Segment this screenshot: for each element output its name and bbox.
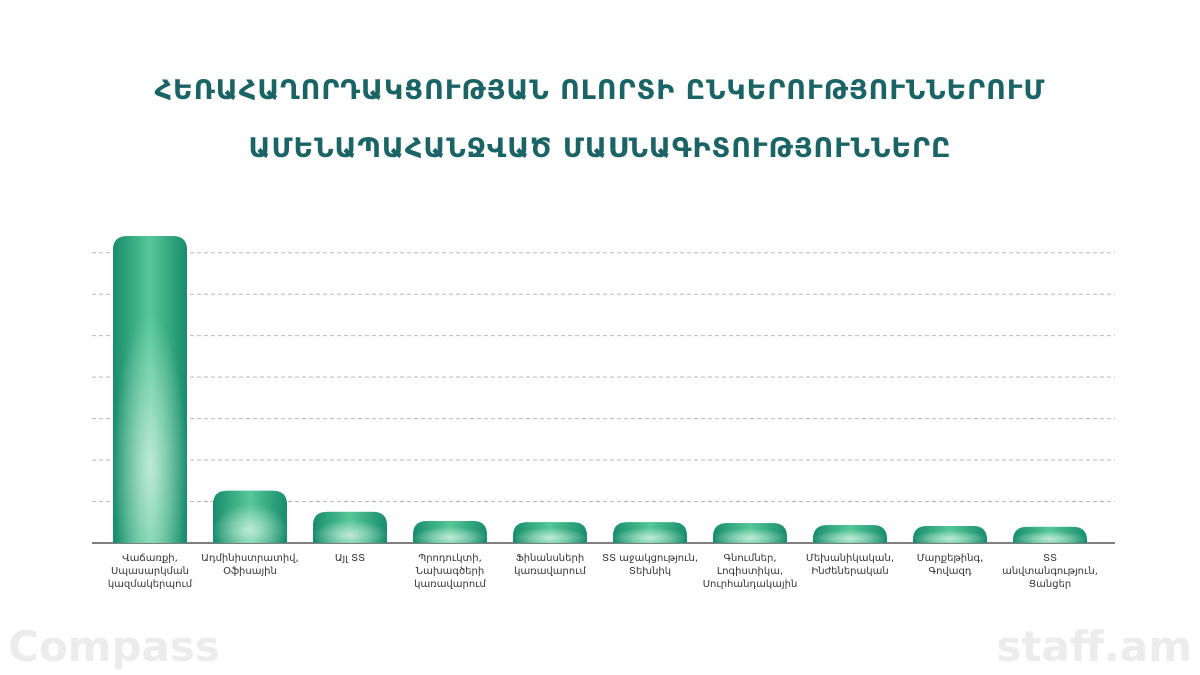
x-tick-label: ՏՏ անվտանգություն, Ցանցեր: [1002, 553, 1098, 590]
bar-glow: [813, 525, 887, 543]
bar-glow: [1013, 526, 1087, 543]
bar-glow: [613, 522, 687, 543]
x-tick-label: Գնումներ, Լոգիստիկա, Սուրհանդակային: [702, 553, 798, 590]
bar-glow: [513, 522, 587, 543]
x-tick-label: ՏՏ աջակցություն, Տեխնիկ: [601, 553, 698, 577]
bar-glow: [913, 525, 987, 543]
x-tick-label: Մեխանիկական, Ինժեներական: [805, 553, 895, 577]
x-tick-label: Մարքեթինգ, Գովազդ: [916, 553, 984, 577]
bar-glow: [413, 521, 487, 543]
logo-left: Compass: [8, 622, 220, 671]
chart-title: ՀԵՌԱՀԱՂՈՐԴԱԿՑՈՒԹՅԱՆ ՈԼՈՐՏԻ ԸՆԿԵՐՈՒԹՅՈՒՆՆ…: [154, 75, 1046, 164]
bar-glow: [313, 511, 387, 543]
bar-glow: [113, 236, 187, 543]
bar-glow: [213, 490, 287, 543]
bar-glow: [713, 523, 787, 543]
x-tick-label: Ֆինանսների կառավարում: [514, 553, 586, 577]
x-tick-label: Վաճառքի, Սպասարկման կազմակերպում: [107, 553, 193, 590]
x-tick-label: Այլ ՏՏ: [334, 553, 366, 564]
x-tick-label: Ադմինիստրատիվ, Օֆիսային: [201, 553, 299, 577]
logo-right: staff.am: [996, 622, 1192, 671]
x-tick-label: Պրոդուկտի, Նախագծերի կառավարում: [414, 553, 486, 590]
